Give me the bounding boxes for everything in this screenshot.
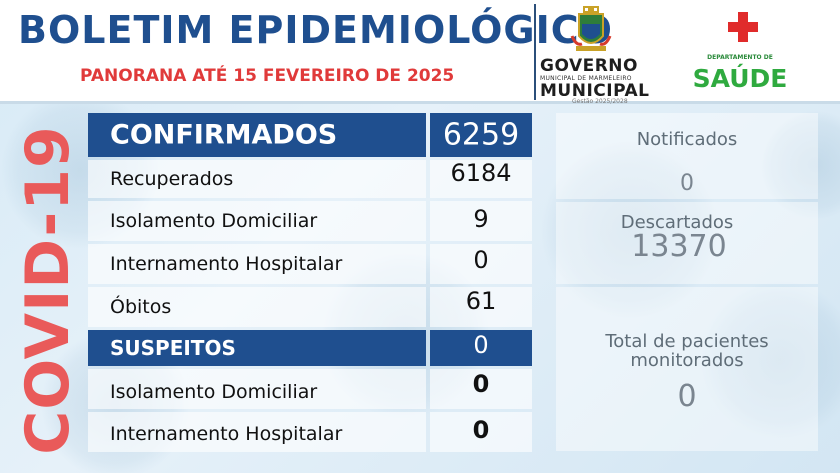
notificados-label: Notificados bbox=[636, 129, 738, 150]
row-value: 0 bbox=[472, 370, 490, 398]
suspeitos-value: 0 bbox=[473, 331, 489, 359]
header-divider bbox=[534, 4, 536, 100]
descartados-box bbox=[556, 202, 818, 284]
suspeitos-label: SUSPEITOS bbox=[110, 336, 236, 360]
row-value: 0 bbox=[472, 416, 490, 444]
red-cross-icon bbox=[728, 12, 758, 42]
saude-logo: DEPARTAMENTO DE SAÚDE bbox=[690, 8, 790, 98]
row-label: Óbitos bbox=[110, 296, 172, 318]
confirmados-value: 6259 bbox=[442, 117, 520, 153]
descartados-label: Descartados bbox=[620, 212, 734, 233]
row-label: Internamento Hospitalar bbox=[110, 253, 343, 275]
covid-side-label: COVID-19 bbox=[10, 125, 86, 455]
confirmados-header-row: CONFIRMADOS 6259 bbox=[88, 113, 532, 157]
monitorados-label-line2: monitorados bbox=[630, 350, 744, 371]
municipio-text: MUNICIPAL DE MARMELEIRO bbox=[540, 75, 632, 82]
municipal-crest-icon bbox=[570, 6, 612, 51]
row-value: 9 bbox=[473, 205, 489, 233]
row-label: Recuperados bbox=[110, 168, 234, 190]
row-value: 61 bbox=[465, 287, 497, 315]
row-label: Internamento Hospitalar bbox=[110, 423, 343, 445]
monitorados-value: 0 bbox=[677, 379, 697, 414]
virus-decoration bbox=[760, 110, 840, 220]
table-row: Recuperados 6184 bbox=[88, 159, 532, 198]
monitorados-label-line1: Total de pacientes bbox=[605, 331, 769, 352]
table-row: Internamento Hospitalar 0 bbox=[88, 412, 532, 452]
monitorados-box bbox=[556, 287, 818, 451]
descartados-value: 13370 bbox=[631, 229, 727, 264]
covid-label-text: COVID-19 bbox=[13, 125, 83, 455]
row-value: 0 bbox=[473, 246, 489, 274]
notificados-value: 0 bbox=[680, 171, 694, 196]
virus-decoration bbox=[540, 140, 720, 320]
saude-department-text: DEPARTAMENTO DE bbox=[707, 54, 773, 61]
page-subtitle: PANORANA ATÉ 15 FEVEREIRO DE 2025 bbox=[80, 66, 455, 86]
gestao-text: Gestão 2025/2028 bbox=[572, 98, 628, 105]
table-row: Isolamento Domiciliar 9 bbox=[88, 201, 532, 241]
confirmados-label: CONFIRMADOS bbox=[110, 119, 338, 151]
row-label: Isolamento Domiciliar bbox=[110, 210, 318, 232]
header: BOLETIM EPIDEMIOLÓGICO PANORANA ATÉ 15 F… bbox=[0, 0, 840, 105]
table-row: Isolamento Domiciliar 0 bbox=[88, 369, 532, 409]
table-row: Internamento Hospitalar 0 bbox=[88, 244, 532, 284]
row-label: Isolamento Domiciliar bbox=[110, 381, 318, 403]
governo-municipal-logo: GOVERNO MUNICIPAL DE MARMELEIRO MUNICIPA… bbox=[540, 4, 650, 105]
notificados-box bbox=[556, 113, 818, 199]
municipal-text: MUNICIPAL bbox=[540, 81, 650, 101]
suspeitos-header-row: SUSPEITOS 0 bbox=[88, 330, 532, 366]
virus-decoration bbox=[700, 280, 840, 440]
row-value: 6184 bbox=[450, 159, 512, 187]
saude-text: SAÚDE bbox=[692, 64, 788, 93]
table-row: Óbitos 61 bbox=[88, 287, 532, 327]
governo-text: GOVERNO bbox=[540, 56, 638, 76]
page-title: BOLETIM EPIDEMIOLÓGICO bbox=[18, 8, 613, 52]
